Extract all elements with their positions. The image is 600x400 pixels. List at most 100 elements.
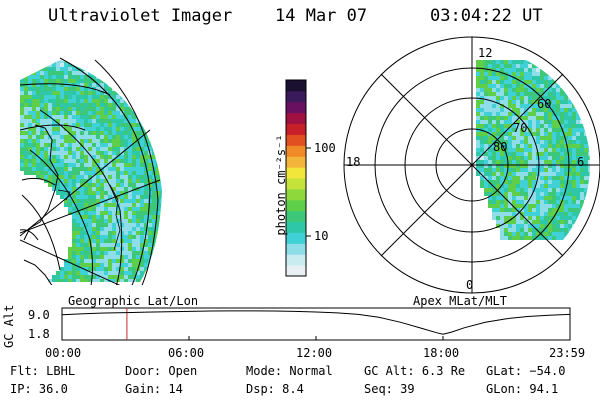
aurora-pixel bbox=[28, 111, 32, 115]
aurora-pixel bbox=[72, 227, 76, 231]
aurora-pixel bbox=[144, 91, 148, 95]
aurora-pixel bbox=[496, 180, 500, 184]
aurora-pixel bbox=[24, 155, 28, 159]
aurora-pixel bbox=[88, 235, 92, 239]
aurora-pixel bbox=[152, 219, 156, 223]
aurora-pixel bbox=[152, 271, 156, 275]
aurora-pixel bbox=[496, 184, 500, 188]
aurora-pixel bbox=[80, 159, 84, 163]
aurora-pixel bbox=[144, 139, 148, 143]
aurora-pixel bbox=[60, 103, 64, 107]
aurora-pixel bbox=[104, 60, 108, 63]
aurora-pixel bbox=[568, 124, 572, 128]
aurora-pixel bbox=[68, 75, 72, 79]
aurora-pixel bbox=[524, 224, 528, 228]
aurora-pixel bbox=[80, 139, 84, 143]
aurora-pixel bbox=[588, 132, 590, 136]
aurora-pixel bbox=[480, 96, 484, 100]
aurora-pixel bbox=[560, 100, 564, 104]
aurora-pixel bbox=[68, 83, 72, 87]
aurora-pixel bbox=[140, 95, 144, 99]
aurora-pixel bbox=[524, 84, 528, 88]
aurora-pixel bbox=[136, 151, 140, 155]
aurora-pixel bbox=[584, 176, 588, 180]
aurora-pixel bbox=[80, 247, 84, 251]
aurora-pixel bbox=[148, 247, 152, 251]
aurora-pixel bbox=[136, 203, 140, 207]
aurora-pixel bbox=[152, 199, 156, 203]
aurora-pixel bbox=[568, 144, 572, 148]
aurora-pixel bbox=[564, 212, 568, 216]
aurora-pixel bbox=[588, 216, 590, 220]
aurora-pixel bbox=[488, 168, 492, 172]
aurora-pixel bbox=[476, 152, 480, 156]
aurora-pixel bbox=[80, 87, 84, 91]
aurora-pixel bbox=[56, 71, 60, 75]
aurora-pixel bbox=[164, 155, 168, 159]
aurora-pixel bbox=[108, 187, 112, 191]
aurora-pixel bbox=[148, 143, 152, 147]
aurora-pixel bbox=[508, 144, 512, 148]
aurora-pixel bbox=[488, 64, 492, 68]
aurora-pixel bbox=[572, 212, 576, 216]
aurora-pixel bbox=[76, 287, 80, 291]
aurora-pixel bbox=[156, 179, 160, 183]
aurora-pixel bbox=[132, 179, 136, 183]
aurora-pixel bbox=[560, 132, 564, 136]
aurora-pixel bbox=[124, 207, 128, 211]
aurora-pixel bbox=[140, 199, 144, 203]
aurora-pixel bbox=[132, 187, 136, 191]
aurora-pixel bbox=[168, 199, 172, 203]
aurora-pixel bbox=[28, 99, 32, 103]
aurora-pixel bbox=[512, 92, 516, 96]
aurora-pixel bbox=[48, 279, 52, 282]
aurora-pixel bbox=[128, 207, 132, 211]
aurora-pixel bbox=[164, 223, 168, 227]
aurora-pixel bbox=[160, 151, 162, 155]
aurora-pixel bbox=[156, 279, 160, 282]
aurora-pixel bbox=[584, 104, 588, 108]
aurora-pixel bbox=[536, 236, 540, 240]
aurora-pixel bbox=[116, 63, 120, 67]
aurora-pixel bbox=[160, 111, 162, 115]
aurora-pixel bbox=[496, 84, 500, 88]
aurora-pixel bbox=[496, 176, 500, 180]
aurora-pixel bbox=[544, 124, 548, 128]
aurora-pixel bbox=[116, 83, 120, 87]
aurora-pixel bbox=[120, 107, 124, 111]
aurora-pixel bbox=[528, 92, 532, 96]
aurora-pixel bbox=[132, 263, 136, 267]
aurora-pixel bbox=[44, 151, 48, 155]
aurora-pixel bbox=[120, 147, 124, 151]
aurora-pixel bbox=[104, 199, 108, 203]
aurora-pixel bbox=[132, 171, 136, 175]
aurora-pixel bbox=[112, 215, 116, 219]
aurora-pixel bbox=[580, 188, 584, 192]
aurora-pixel bbox=[100, 155, 104, 159]
aurora-pixel bbox=[528, 228, 532, 232]
aurora-pixel bbox=[80, 179, 84, 183]
aurora-pixel bbox=[492, 196, 496, 200]
aurora-pixel bbox=[100, 135, 104, 139]
aurora-pixel bbox=[80, 255, 84, 259]
aurora-pixel bbox=[560, 220, 564, 224]
aurora-pixel bbox=[140, 103, 144, 107]
aurora-pixel bbox=[544, 188, 548, 192]
aurora-pixel bbox=[576, 220, 580, 224]
aurora-pixel bbox=[572, 184, 576, 188]
aurora-pixel bbox=[508, 160, 512, 164]
aurora-pixel bbox=[480, 64, 484, 68]
aurora-pixel bbox=[48, 143, 52, 147]
aurora-pixel bbox=[556, 208, 560, 212]
aurora-pixel bbox=[532, 236, 536, 240]
aurora-pixel bbox=[152, 231, 156, 235]
aurora-pixel bbox=[160, 287, 164, 291]
aurora-pixel bbox=[60, 60, 64, 63]
aurora-pixel bbox=[560, 116, 564, 120]
aurora-pixel bbox=[568, 164, 572, 168]
aurora-pixel bbox=[20, 115, 24, 119]
aurora-pixel bbox=[168, 219, 172, 223]
aurora-pixel bbox=[160, 131, 162, 135]
aurora-pixel bbox=[140, 287, 144, 291]
aurora-pixel bbox=[548, 120, 552, 124]
